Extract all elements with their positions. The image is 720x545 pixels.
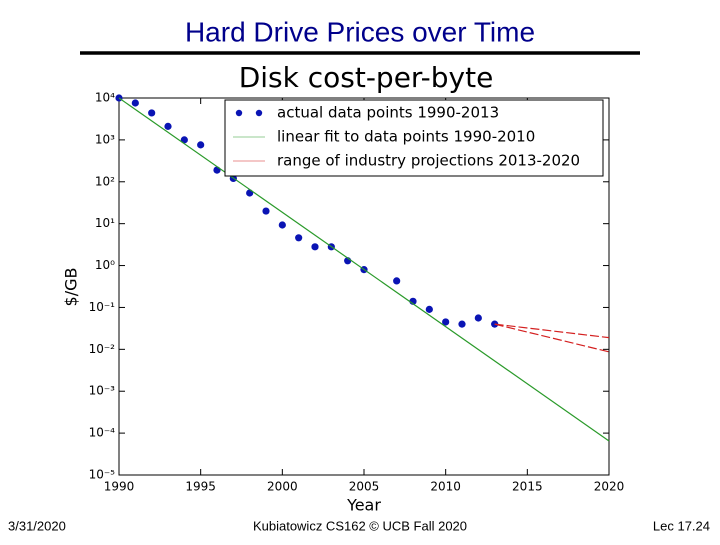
- y-tick-label: 10¹: [95, 216, 115, 230]
- legend-swatch: [255, 109, 263, 117]
- data-point: [295, 234, 303, 242]
- data-point: [197, 141, 205, 149]
- legend-swatch: [235, 109, 243, 117]
- data-point: [148, 109, 156, 117]
- x-tick-label: 1990: [104, 480, 135, 494]
- data-point: [246, 189, 254, 197]
- data-point: [474, 314, 482, 322]
- x-tick-label: 2000: [267, 480, 298, 494]
- x-tick-label: 2020: [594, 480, 625, 494]
- data-point: [213, 166, 221, 174]
- slide-footer: Kubiatowicz CS162 © UCB Fall 2020: [253, 518, 467, 533]
- x-tick-label: 2010: [430, 480, 461, 494]
- y-tick-label: 10³: [95, 132, 115, 146]
- data-line: [494, 323, 610, 353]
- data-point: [425, 305, 433, 313]
- data-point: [393, 277, 401, 285]
- plot-frame: [118, 97, 610, 476]
- data-point: [262, 207, 270, 215]
- legend-label: linear fit to data points 1990-2010: [277, 128, 535, 146]
- y-tick-label: 10⁻⁵: [89, 468, 116, 482]
- data-line: [494, 323, 610, 339]
- legend-label: actual data points 1990-2013: [277, 104, 499, 122]
- legend-box: [224, 99, 604, 177]
- data-point: [131, 99, 139, 107]
- y-tick-label: 10⁴: [95, 91, 115, 105]
- legend-label: range of industry projections 2013-2020: [277, 152, 580, 170]
- y-tick-label: 10²: [95, 174, 115, 188]
- slide-number: Lec 17.24: [653, 518, 710, 533]
- slide-date: 3/31/2020: [8, 518, 66, 533]
- data-point: [278, 221, 286, 229]
- data-line: [118, 97, 610, 442]
- data-point: [180, 136, 188, 144]
- x-tick-label: 2005: [349, 480, 380, 494]
- data-point: [458, 320, 466, 328]
- y-tick-label: 10⁻³: [89, 384, 116, 398]
- slide-title: Hard Drive Prices over Time: [185, 16, 535, 47]
- data-point: [164, 122, 172, 130]
- y-tick-label: 10⁻¹: [89, 300, 116, 314]
- x-tick-label: 1995: [185, 480, 216, 494]
- chart-title: Disk cost-per-byte: [239, 61, 494, 94]
- data-point: [311, 243, 319, 251]
- y-tick-label: 10⁻²: [89, 342, 116, 356]
- x-tick-label: 2015: [512, 480, 543, 494]
- y-axis-label: $/GB: [62, 268, 81, 307]
- data-point: [442, 318, 450, 326]
- x-axis-label: Year: [346, 496, 381, 515]
- y-tick-label: 10⁰: [95, 258, 115, 272]
- y-tick-label: 10⁻⁴: [89, 426, 116, 440]
